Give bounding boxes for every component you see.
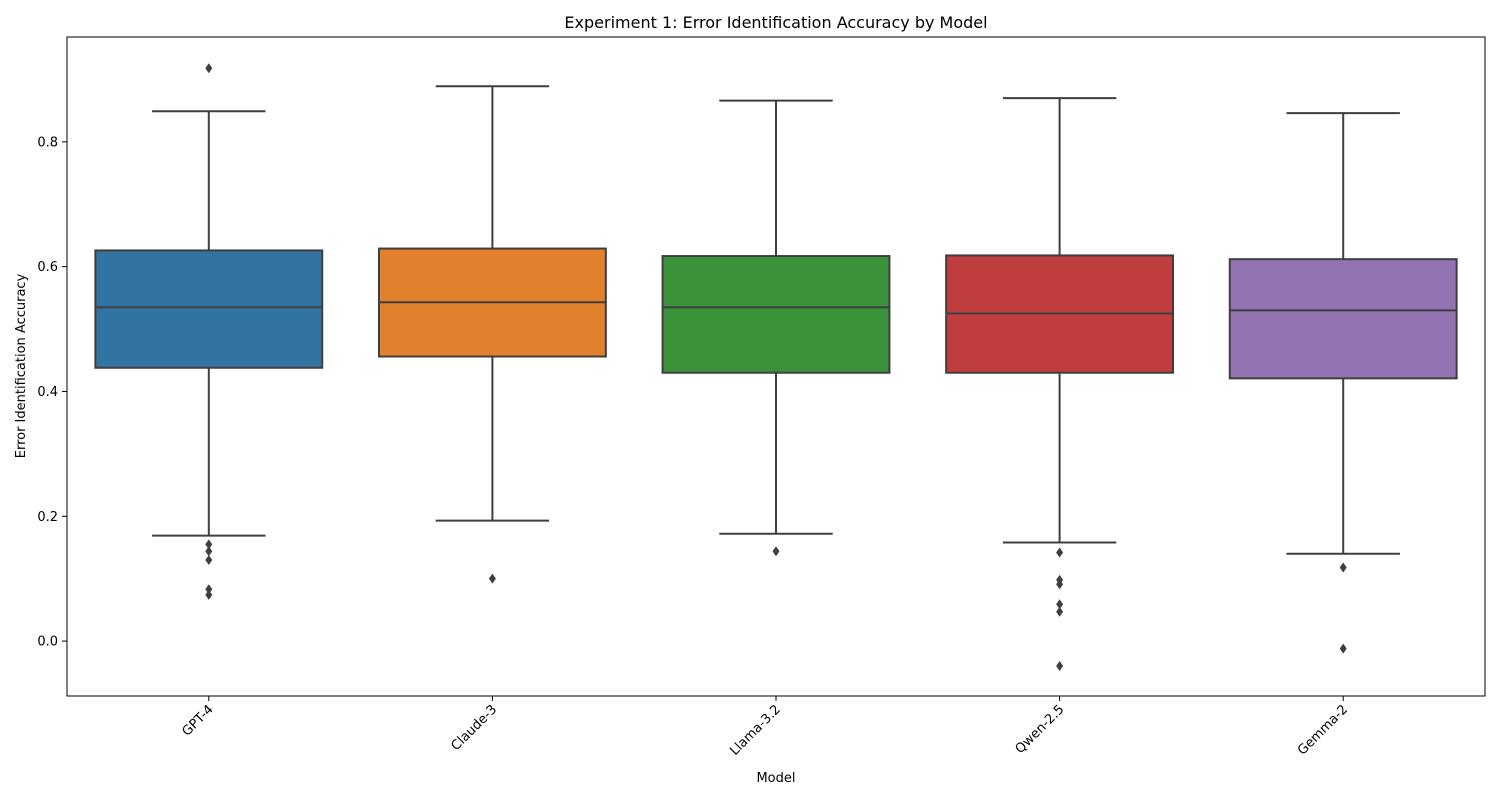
- x-axis-label: Model: [756, 771, 795, 786]
- outlier-point: [1056, 661, 1064, 672]
- x-tick-label: Gemma-2: [1295, 702, 1351, 758]
- outlier-point: [205, 584, 213, 595]
- box: [661, 255, 891, 374]
- outlier-point: [488, 573, 496, 584]
- y-tick-label: 0.8: [37, 135, 58, 150]
- y-axis: 0.0 0.2 0.4 0.6 0.8: [37, 135, 67, 650]
- plot-area: [94, 63, 1458, 672]
- outlier-point: [1339, 562, 1347, 573]
- box-group-2: [661, 99, 891, 557]
- outlier-point: [1056, 579, 1064, 590]
- outlier-point: [205, 539, 213, 550]
- y-tick-label: 0.2: [37, 510, 58, 525]
- outlier-point: [1056, 547, 1064, 558]
- outlier-point: [205, 589, 213, 600]
- outlier-point: [772, 546, 780, 557]
- x-tick-label: Qwen-2.5: [1013, 702, 1068, 757]
- x-tick-label: GPT-4: [179, 702, 216, 739]
- y-tick-label: 0.0: [37, 635, 58, 650]
- box-group-3: [945, 97, 1175, 672]
- x-tick-label: Llama-3.2: [727, 702, 783, 758]
- box-group-1: [377, 85, 607, 584]
- box-group-0: [94, 63, 324, 600]
- outlier-point: [1339, 643, 1347, 654]
- x-tick-label: Claude-3: [449, 702, 501, 754]
- x-axis: GPT-4 Claude-3 Llama-3.2 Qwen-2.5 Gemma-2: [179, 696, 1351, 759]
- box: [1228, 258, 1458, 380]
- y-tick-label: 0.4: [37, 385, 58, 400]
- outlier-point: [1056, 599, 1064, 610]
- box-group-4: [1228, 112, 1458, 654]
- box: [94, 249, 324, 369]
- y-tick-label: 0.6: [37, 260, 58, 275]
- outlier-point: [205, 554, 213, 565]
- outlier-point: [205, 63, 213, 74]
- outlier-point: [205, 546, 213, 557]
- outlier-point: [1056, 606, 1064, 617]
- y-axis-label: Error Identification Accuracy: [14, 273, 29, 458]
- chart-title: Experiment 1: Error Identification Accur…: [564, 13, 987, 32]
